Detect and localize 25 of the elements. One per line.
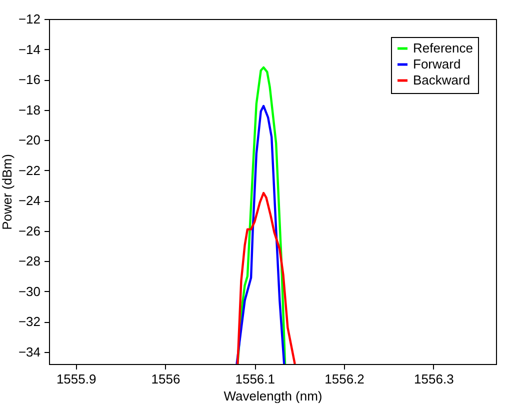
line-series [236,104,286,364]
line-series [236,66,286,364]
x-tick-label: 1555.9 [56,372,96,386]
y-tick-label: −24 [18,193,40,208]
y-tick-label: −20 [18,132,40,148]
y-tick-label: −34 [18,344,40,360]
x-tick-label: 1556 [151,372,180,386]
y-tick-label: −16 [18,72,40,88]
y-tick-label: −32 [18,314,40,330]
y-tick-label: −26 [18,223,40,238]
legend-label: Reference [413,40,473,56]
y-tick-label: −18 [18,102,40,118]
x-tick-label: 1556.3 [414,372,454,386]
line-series [236,192,296,364]
legend-label: Forward [413,56,461,72]
legend-label: Backward [413,72,470,88]
x-axis-title: Wavelength (nm) [224,388,322,404]
y-tick-label: −12 [18,12,40,26]
y-tick-label: −28 [18,254,40,269]
y-tick-label: −14 [18,42,40,57]
x-tick-label: 1556.2 [324,372,364,386]
y-tick-label: −30 [18,284,40,299]
y-tick-label: −22 [18,162,40,178]
x-tick-label: 1556.1 [235,372,276,386]
y-axis-title: Power (dBm) [0,154,14,230]
